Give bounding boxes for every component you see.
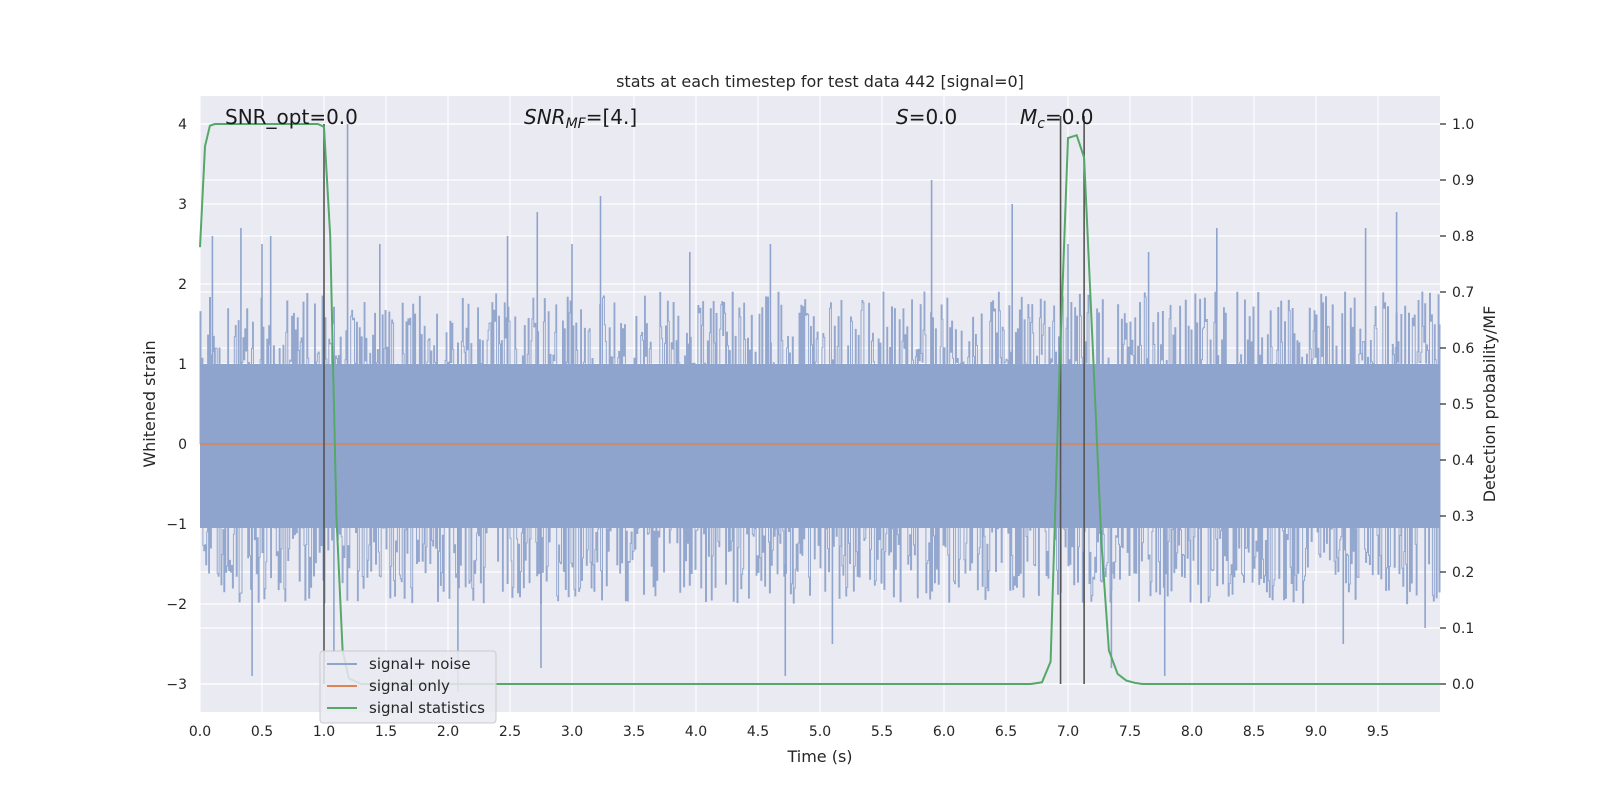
x-tick-label-9: 4.5 [747,724,769,740]
y-right-tick-label-1: 0.1 [1452,621,1474,637]
chart-title: stats at each timestep for test data 442… [616,72,1024,91]
x-tick-label-18: 9.0 [1305,724,1327,740]
x-tick-label-12: 6.0 [933,724,955,740]
y-right-tick-label-8: 0.8 [1452,229,1474,245]
noise-core-band [200,364,1440,528]
y-right-tick-label-6: 0.6 [1452,341,1474,357]
y-right-tick-label-10: 1.0 [1452,117,1474,133]
y-right-tick-label-4: 0.4 [1452,453,1474,469]
annotation-snr-opt: SNR_opt=0.0 [225,105,358,129]
x-tick-label-0: 0.0 [189,724,211,740]
x-axis-ticks: 0.0 0.5 1.0 1.5 2.0 2.5 3.0 3.5 4.0 4.5 5.0 5.5 6.0 6… [189,724,1389,740]
x-tick-label-7: 3.5 [623,724,645,740]
x-axis-label: Time (s) [786,747,852,766]
x-tick-label-19: 9.5 [1367,724,1389,740]
y-left-tick-label-6: 3 [178,197,187,213]
y-right-tick-label-0: 0.0 [1452,677,1474,693]
x-tick-label-11: 5.5 [871,724,893,740]
x-tick-label-13: 6.5 [995,724,1017,740]
y-left-tick-label-7: 4 [178,117,187,133]
vertical-markers [323,116,1085,684]
x-tick-label-17: 8.5 [1243,724,1265,740]
legend-box [319,650,497,724]
legend: signal+ noise signal only signal statist… [319,650,497,724]
y-left-tick-label-4: 1 [178,357,187,373]
x-tick-label-14: 7.0 [1057,724,1079,740]
x-tick-label-8: 4.0 [685,724,707,740]
y-right-tick-label-7: 0.7 [1452,285,1474,301]
y-left-tick-label-5: 2 [178,277,187,293]
x-tick-label-4: 2.0 [437,724,459,740]
x-tick-label-3: 1.5 [375,724,397,740]
annotation-snr-mf: SNRMF=[4.] [524,105,637,132]
signal-statistics-line [199,123,1440,685]
x-tick-label-10: 5.0 [809,724,831,740]
annotation-s: S=0.0 [896,105,957,129]
y-right-tick-label-9: 0.9 [1452,173,1474,189]
x-tick-label-16: 8.0 [1181,724,1203,740]
legend-label-statistics: signal statistics [369,699,485,717]
signal-noise-series [199,124,1441,692]
x-tick-label-1: 0.5 [251,724,273,740]
y-right-tick-label-2: 0.2 [1452,565,1474,581]
y-left-tick-label-3: 0 [178,437,187,453]
x-tick-label-15: 7.5 [1119,724,1141,740]
y-left-axis-ticks: −3 −2 −1 0 1 2 3 4 [166,117,187,693]
legend-label-signal-only: signal only [369,677,450,695]
y-left-tick-label-1: −2 [166,597,187,613]
y-right-tick-label-3: 0.3 [1452,509,1474,525]
y-left-tick-label-2: −1 [166,517,187,533]
x-tick-label-5: 2.5 [499,724,521,740]
y-right-axis-label: Detection probability/MF [1480,306,1499,503]
y-right-tick-label-5: 0.5 [1452,397,1474,413]
legend-label-noise: signal+ noise [369,655,471,673]
y-left-axis-label: Whitened strain [140,340,159,467]
x-tick-label-6: 3.0 [561,724,583,740]
annotation-mc: Mc=0.0 [1020,105,1094,132]
y-left-tick-label-0: −3 [166,677,187,693]
x-tick-label-2: 1.0 [313,724,335,740]
y-right-axis-ticks: 0.0 0.1 0.2 0.3 0.4 0.5 0.6 0.7 0.8 0.9 1.0 [1440,117,1474,693]
